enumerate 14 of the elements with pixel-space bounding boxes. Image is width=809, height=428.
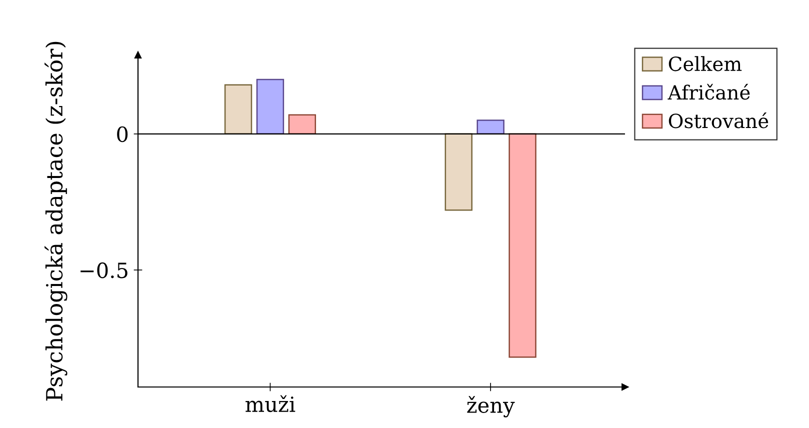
bar: [444, 133, 472, 211]
x-tick-label: muži: [246, 395, 296, 412]
y-tick-label: −0.5: [80, 262, 128, 278]
legend-label: Afričané: [668, 84, 750, 100]
x-tick-label: ženy: [467, 396, 515, 418]
bar: [288, 114, 316, 135]
legend-label: Celkem: [668, 56, 742, 72]
bar: [256, 78, 284, 135]
bar: [224, 84, 252, 135]
legend-label: Ostrované: [668, 112, 768, 128]
y-axis-title: Psychologická adaptace (z-skór): [44, 42, 68, 401]
bar: [476, 120, 504, 135]
bar: [508, 133, 536, 358]
y-tick-label: 0: [117, 126, 128, 142]
